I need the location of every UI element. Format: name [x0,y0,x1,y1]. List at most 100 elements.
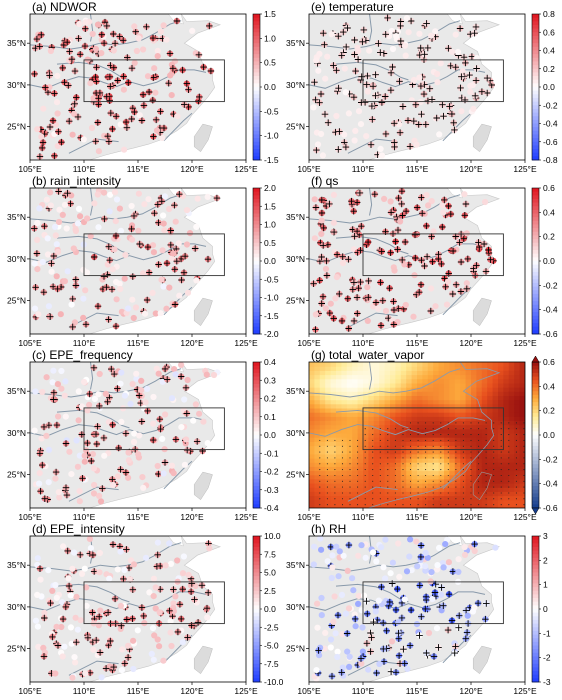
station-marker [438,591,445,598]
significance-plus [335,32,342,40]
station-marker [98,50,105,57]
station-marker [156,643,163,650]
significance-plus [196,93,203,101]
stipple-dot [462,451,464,453]
significance-plus [378,99,386,106]
significance-plus [191,596,198,603]
significance-plus [38,144,46,152]
station-marker [364,284,371,291]
field-cell [449,362,456,367]
colorbar-segment [253,213,260,218]
stipple-dot [357,451,359,453]
field-cell [460,445,467,451]
field-cell [514,503,521,508]
significance-plus [107,109,115,117]
field-cell [465,399,472,405]
colorbar-segment [253,76,260,81]
stipple-dot [455,422,457,424]
station-marker [333,112,340,120]
field-cell [357,449,364,455]
stipple-dot [357,474,359,477]
colorbar-segment [253,431,260,436]
significance-plus [345,325,352,332]
stipple-dot [372,463,374,465]
study-region-box [362,233,504,277]
field-cell [357,478,364,484]
field-cell [433,412,440,417]
field-cell [309,453,315,459]
significance-plus [450,119,457,127]
stipple-dot [402,480,404,482]
field-cell [336,387,342,392]
stipple-dot [493,457,495,459]
station-marker [430,228,437,235]
station-marker [110,47,117,54]
stipple-dot [432,492,434,494]
significance-plus [73,638,80,646]
field-cell [368,432,375,438]
field-cell [325,449,332,455]
field-cell [379,462,386,467]
field-cell [352,445,359,451]
colorbar-segment [532,261,539,266]
colorbar-segment [253,83,260,88]
station-marker [463,280,470,287]
significance-plus [125,79,132,86]
station-marker [158,276,165,283]
significance-plus [407,606,415,614]
station-marker [428,569,435,576]
field-cell [309,428,315,434]
field-cell [417,466,423,472]
significance-plus [418,256,425,264]
colorbar-tick-label: 0.3 [264,375,276,385]
stipple-dot [455,457,457,459]
colorbar-tick-label: -10.0 [264,677,284,687]
field-cell [449,370,456,376]
stipple-dot [402,439,404,441]
significance-plus [440,112,447,120]
station-marker [56,494,63,501]
station-marker [396,121,403,128]
stipple-dot [372,504,374,506]
significance-plus [416,582,424,589]
field-cell [465,420,472,426]
field-cell [309,445,315,451]
colorbar-segment [253,119,260,124]
station-marker [388,638,396,645]
study-region-box [362,59,504,103]
station-marker [58,385,65,392]
field-cell [400,441,407,447]
river [163,112,193,142]
field-cell [330,370,337,376]
significance-plus [110,370,118,378]
significance-plus [462,635,470,642]
field-cell [330,449,337,455]
significance-plus [90,253,98,261]
station-marker [440,209,447,216]
stipple-dot [500,434,502,436]
stipple-dot [372,486,374,488]
field-cell [309,412,315,417]
field-cell [325,403,332,409]
field-cell [368,416,375,421]
stipple-dot [387,504,389,506]
colorbar-segment [253,156,260,161]
colorbar-tick-label: -0.6 [543,137,558,147]
stipple-dot [341,492,344,494]
stipple-dot [372,434,374,436]
field-cell [508,403,515,409]
significance-plus [140,102,148,109]
colorbar-segment [253,224,260,229]
colorbar-tick-label: 3 [543,531,548,541]
field-cell [438,428,445,434]
field-cell [352,403,359,409]
field-cell [438,462,445,467]
stipple-dot [432,428,434,430]
field-cell [363,412,369,417]
field-cell [519,366,525,371]
field-cell [508,428,515,434]
stipple-dot [508,439,510,441]
station-marker [81,565,88,572]
field-cell [449,403,456,409]
field-cell [314,370,321,376]
